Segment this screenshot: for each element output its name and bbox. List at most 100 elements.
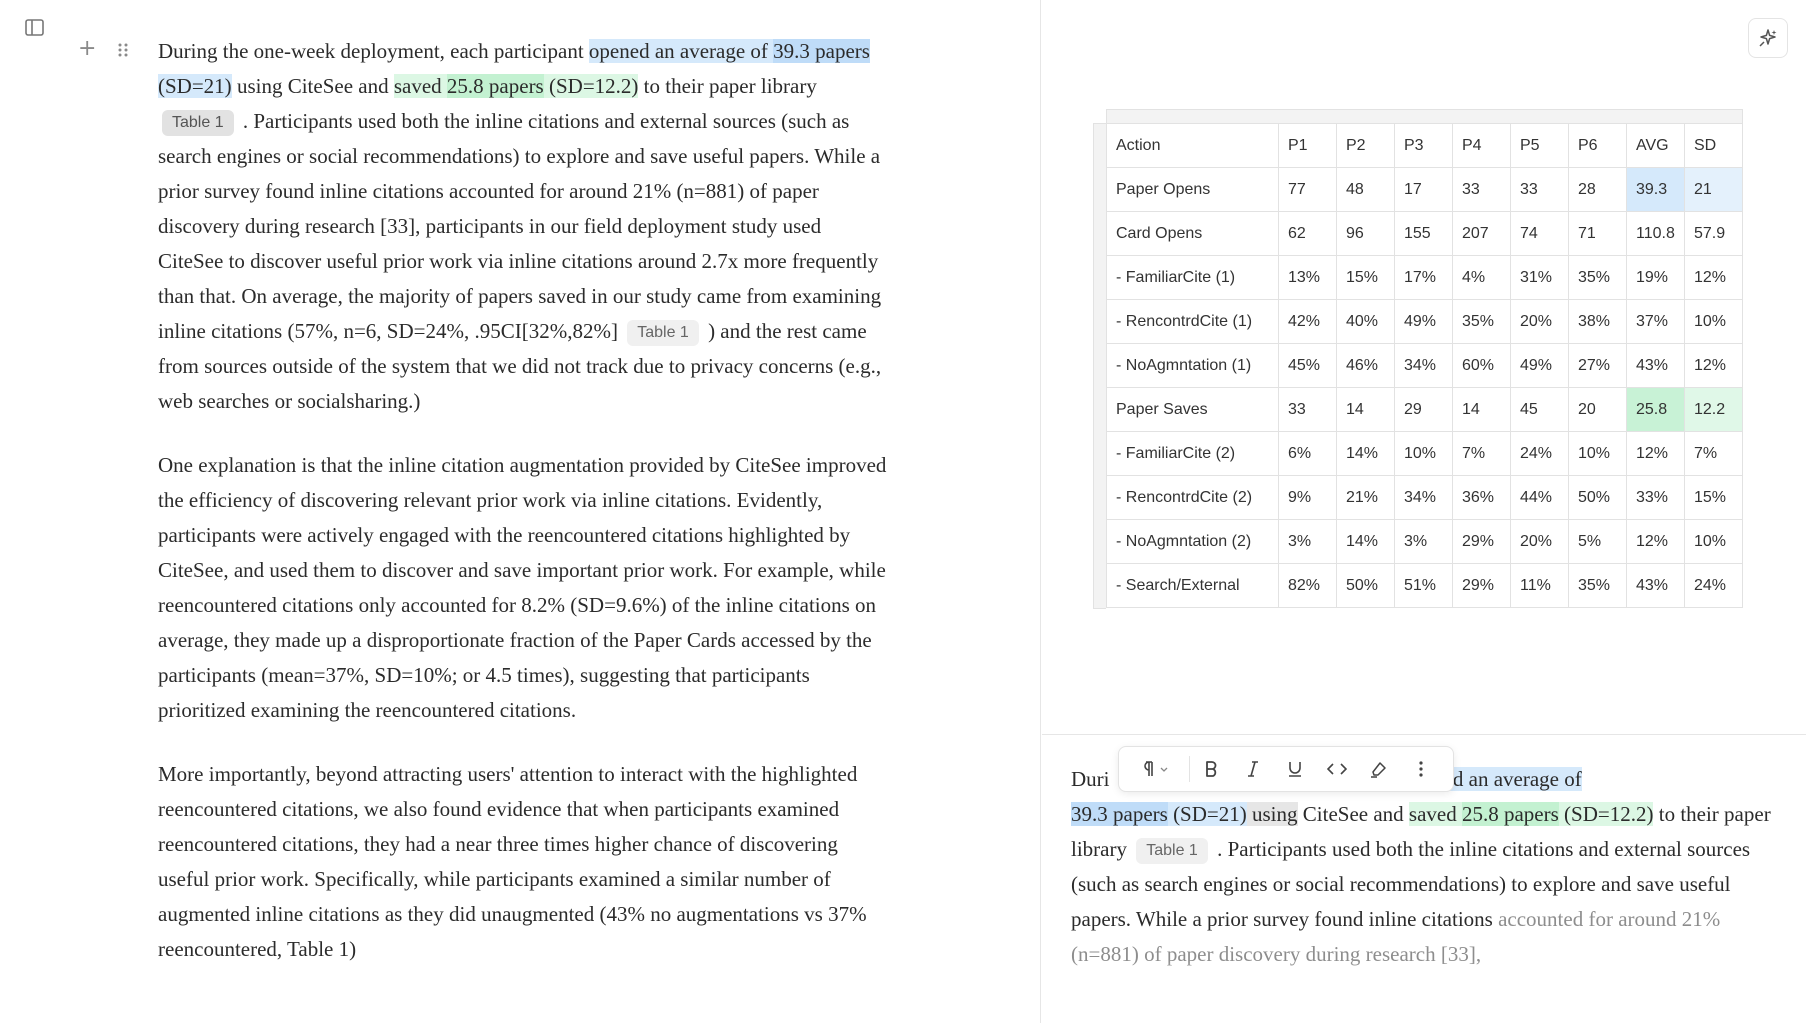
results-table[interactable]: Action P1 P2 P3 P4 P5 P6 AVG SD Paper Op… [1106,123,1743,608]
table-cell[interactable]: 40% [1336,299,1395,344]
table-cell[interactable]: 42% [1278,299,1337,344]
table-cell[interactable]: 74 [1510,211,1569,256]
table-cell[interactable]: - NoAgmntation (2) [1106,519,1279,564]
table-cell[interactable]: 71 [1568,211,1627,256]
table-cell[interactable]: 110.8 [1626,211,1685,256]
table-cell[interactable]: 33 [1452,167,1511,212]
table-cell[interactable]: 49% [1394,299,1453,344]
table-header-cell[interactable]: P4 [1452,123,1511,168]
table-cell[interactable]: 82% [1278,563,1337,608]
table-cell[interactable]: 5% [1568,519,1627,564]
table-cell[interactable]: 21% [1336,475,1395,520]
table-cell[interactable]: 27% [1568,343,1627,388]
table-cell[interactable]: 4% [1452,255,1511,300]
table-cell[interactable]: 28 [1568,167,1627,212]
bold-icon[interactable] [1190,746,1232,792]
table-cell[interactable]: 10% [1568,431,1627,476]
table-cell-highlighted[interactable]: 25.8 [1626,387,1685,432]
table-cell[interactable]: - Search/External [1106,563,1279,608]
table-cell[interactable]: 12% [1684,343,1743,388]
table-reference-chip[interactable]: Table 1 [627,320,699,346]
table-cell[interactable]: 12% [1684,255,1743,300]
table-cell-highlighted[interactable]: 21 [1684,167,1743,212]
table-cell[interactable]: 14% [1336,431,1395,476]
table-cell[interactable]: 7% [1684,431,1743,476]
table-row-handles[interactable] [1093,123,1106,609]
table-header-cell[interactable]: SD [1684,123,1743,168]
table-cell[interactable]: 50% [1568,475,1627,520]
table-cell[interactable]: 60% [1452,343,1511,388]
table-cell[interactable]: - RencontrdCite (1) [1106,299,1279,344]
table-cell[interactable]: Card Opens [1106,211,1279,256]
table-header-cell[interactable]: P6 [1568,123,1627,168]
table-cell[interactable]: 7% [1452,431,1511,476]
table-cell[interactable]: 38% [1568,299,1627,344]
table-header-cell[interactable]: P2 [1336,123,1395,168]
paragraph-style-dropdown[interactable] [1119,746,1189,792]
table-cell[interactable]: 3% [1278,519,1337,564]
table-cell[interactable]: 43% [1626,563,1685,608]
table-cell[interactable]: 33% [1626,475,1685,520]
table-cell[interactable]: 31% [1510,255,1569,300]
table-cell[interactable]: 29 [1394,387,1453,432]
table-cell[interactable]: Paper Saves [1106,387,1279,432]
table-cell[interactable]: 14% [1336,519,1395,564]
drag-handle-icon[interactable] [117,42,129,58]
table-header-cell[interactable]: P3 [1394,123,1453,168]
table-cell[interactable]: 33 [1278,387,1337,432]
table-cell[interactable]: 9% [1278,475,1337,520]
table-cell[interactable]: 35% [1568,563,1627,608]
underline-icon[interactable] [1274,746,1316,792]
table-cell[interactable]: 37% [1626,299,1685,344]
table-cell[interactable]: 6% [1278,431,1337,476]
table-cell[interactable]: 11% [1510,563,1569,608]
table-cell[interactable]: 96 [1336,211,1395,256]
table-cell[interactable]: 77 [1278,167,1337,212]
table-header-cell[interactable]: Action [1106,123,1279,168]
table-cell[interactable]: 13% [1278,255,1337,300]
highlighter-icon[interactable] [1358,746,1400,792]
table-cell[interactable]: 51% [1394,563,1453,608]
table-cell[interactable]: 10% [1394,431,1453,476]
table-cell[interactable]: 29% [1452,519,1511,564]
table-cell[interactable]: 24% [1510,431,1569,476]
table-header-cell[interactable]: P5 [1510,123,1569,168]
table-cell[interactable]: 35% [1568,255,1627,300]
table-reference-chip[interactable]: Table 1 [162,110,234,136]
table-header-cell[interactable]: P1 [1278,123,1337,168]
table-cell-highlighted[interactable]: 12.2 [1684,387,1743,432]
more-vertical-icon[interactable] [1400,746,1442,792]
table-cell[interactable]: - FamiliarCite (2) [1106,431,1279,476]
table-header-cell[interactable]: AVG [1626,123,1685,168]
table-cell[interactable]: 19% [1626,255,1685,300]
table-cell[interactable]: 20% [1510,299,1569,344]
table-cell-highlighted[interactable]: 39.3 [1626,167,1685,212]
table-cell[interactable]: - RencontrdCite (2) [1106,475,1279,520]
table-column-handles[interactable] [1106,109,1743,123]
table-cell[interactable]: 12% [1626,431,1685,476]
table-cell[interactable]: 45% [1278,343,1337,388]
table-cell[interactable]: Paper Opens [1106,167,1279,212]
table-cell[interactable]: 10% [1684,299,1743,344]
table-cell[interactable]: 35% [1452,299,1511,344]
table-cell[interactable]: 43% [1626,343,1685,388]
table-cell[interactable]: 45 [1510,387,1569,432]
table-cell[interactable]: - NoAgmntation (1) [1106,343,1279,388]
ai-sparkle-icon[interactable] [1748,18,1788,58]
table-cell[interactable]: 34% [1394,475,1453,520]
table-cell[interactable]: 50% [1336,563,1395,608]
table-cell[interactable]: 34% [1394,343,1453,388]
table-cell[interactable]: 49% [1510,343,1569,388]
table-cell[interactable]: - FamiliarCite (1) [1106,255,1279,300]
table-cell[interactable]: 33 [1510,167,1569,212]
table-cell[interactable]: 3% [1394,519,1453,564]
pane-divider[interactable] [1042,734,1806,735]
table-cell[interactable]: 14 [1336,387,1395,432]
code-icon[interactable] [1316,746,1358,792]
table-reference-chip[interactable]: Table 1 [1136,838,1208,864]
table-cell[interactable]: 36% [1452,475,1511,520]
table-cell[interactable]: 207 [1452,211,1511,256]
table-cell[interactable]: 15% [1336,255,1395,300]
table-cell[interactable]: 10% [1684,519,1743,564]
table-cell[interactable]: 57.9 [1684,211,1743,256]
